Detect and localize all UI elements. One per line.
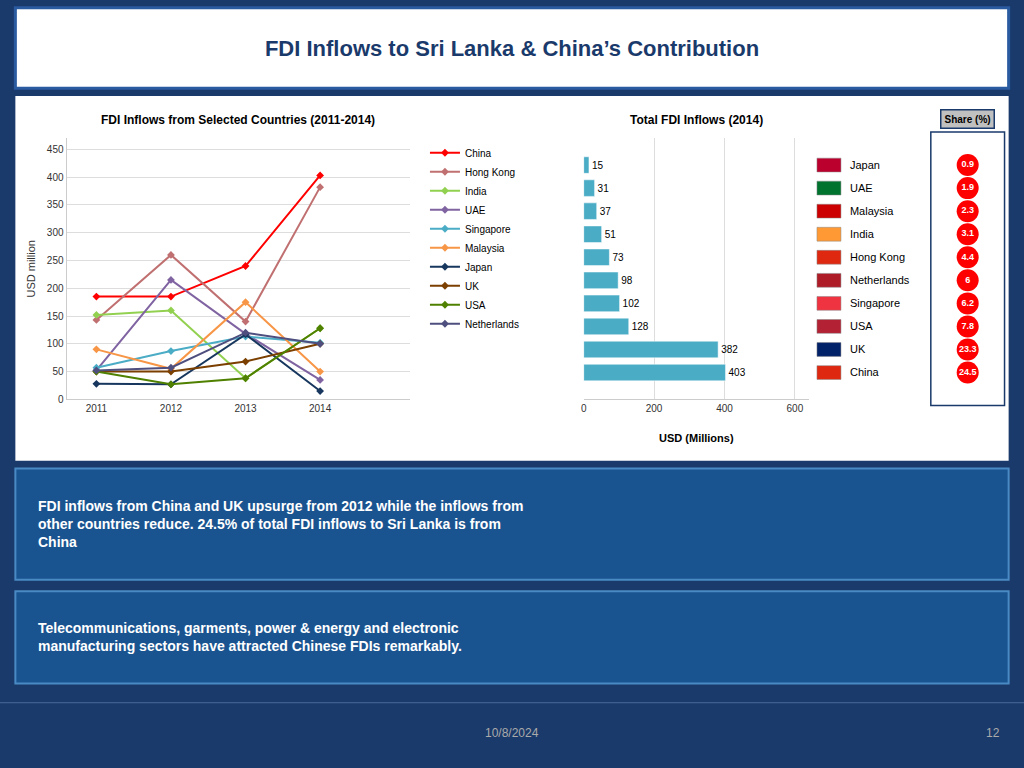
svg-text:250: 250	[47, 255, 64, 266]
svg-text:FDI Inflows from Selected Coun: FDI Inflows from Selected Countries (201…	[101, 113, 375, 127]
svg-text:400: 400	[716, 403, 733, 414]
svg-text:150: 150	[47, 311, 64, 322]
svg-text:2013: 2013	[234, 403, 257, 414]
svg-text:200: 200	[47, 283, 64, 294]
svg-text:0: 0	[581, 403, 587, 414]
svg-text:UAE: UAE	[465, 205, 486, 216]
svg-text:USA: USA	[850, 320, 873, 332]
svg-text:51: 51	[605, 229, 617, 240]
svg-text:50: 50	[52, 366, 64, 377]
svg-text:98: 98	[621, 275, 633, 286]
svg-text:Share (%): Share (%)	[945, 114, 991, 125]
svg-text:1.9: 1.9	[961, 182, 974, 192]
svg-text:Singapore: Singapore	[850, 297, 900, 309]
svg-text:2.3: 2.3	[961, 205, 974, 215]
svg-text:USA: USA	[465, 300, 486, 311]
svg-text:10/8/2024: 10/8/2024	[485, 726, 539, 740]
svg-text:6.2: 6.2	[961, 298, 974, 308]
svg-text:23.3: 23.3	[959, 344, 977, 354]
svg-text:600: 600	[787, 403, 804, 414]
svg-text:24.5: 24.5	[959, 367, 977, 377]
svg-text:100: 100	[47, 338, 64, 349]
svg-text:300: 300	[47, 227, 64, 238]
svg-text:UK: UK	[850, 343, 866, 355]
svg-text:USD (Millions): USD (Millions)	[659, 432, 734, 444]
svg-text:200: 200	[646, 403, 663, 414]
svg-text:Hong Kong: Hong Kong	[465, 167, 515, 178]
svg-text:12: 12	[986, 726, 1000, 740]
svg-text:7.8: 7.8	[961, 321, 974, 331]
svg-text:0.9: 0.9	[961, 159, 974, 169]
svg-text:China: China	[850, 366, 880, 378]
svg-text:2012: 2012	[160, 403, 183, 414]
svg-text:Hong Kong: Hong Kong	[850, 251, 905, 263]
svg-text:15: 15	[592, 160, 604, 171]
svg-text:India: India	[850, 228, 875, 240]
svg-text:UK: UK	[465, 281, 479, 292]
svg-text:Netherlands: Netherlands	[850, 274, 910, 286]
svg-text:2014: 2014	[309, 403, 332, 414]
svg-text:31: 31	[598, 183, 610, 194]
svg-text:India: India	[465, 186, 487, 197]
svg-text:403: 403	[729, 367, 746, 378]
svg-text:3.1: 3.1	[961, 228, 974, 238]
svg-text:Telecommunications, garments,: Telecommunications, garments, power & en…	[38, 620, 462, 654]
svg-text:FDI inflows from China and UK: FDI inflows from China and UK upsurge fr…	[38, 498, 523, 550]
svg-text:Japan: Japan	[850, 159, 880, 171]
svg-text:350: 350	[47, 199, 64, 210]
svg-text:Malaysia: Malaysia	[850, 205, 894, 217]
svg-text:73: 73	[612, 252, 624, 263]
svg-text:FDI Inflows to Sri Lanka & Chi: FDI Inflows to Sri Lanka & China’s Contr…	[265, 36, 759, 61]
svg-text:102: 102	[623, 298, 640, 309]
svg-text:4.4: 4.4	[961, 252, 974, 262]
svg-text:0: 0	[58, 394, 64, 405]
svg-text:450: 450	[47, 144, 64, 155]
svg-text:128: 128	[632, 321, 649, 332]
svg-text:Singapore: Singapore	[465, 224, 511, 235]
svg-text:400: 400	[47, 172, 64, 183]
svg-text:37: 37	[600, 206, 612, 217]
svg-text:Japan: Japan	[465, 262, 492, 273]
svg-text:China: China	[465, 148, 492, 159]
svg-text:USD million: USD million	[25, 240, 37, 297]
svg-text:Total FDI Inflows (2014): Total FDI Inflows (2014)	[630, 113, 763, 127]
svg-text:382: 382	[721, 344, 738, 355]
svg-text:Netherlands: Netherlands	[465, 319, 519, 330]
svg-text:2011: 2011	[86, 403, 108, 414]
svg-text:UAE: UAE	[850, 182, 873, 194]
svg-text:6: 6	[965, 275, 970, 285]
svg-text:Malaysia: Malaysia	[465, 243, 505, 254]
